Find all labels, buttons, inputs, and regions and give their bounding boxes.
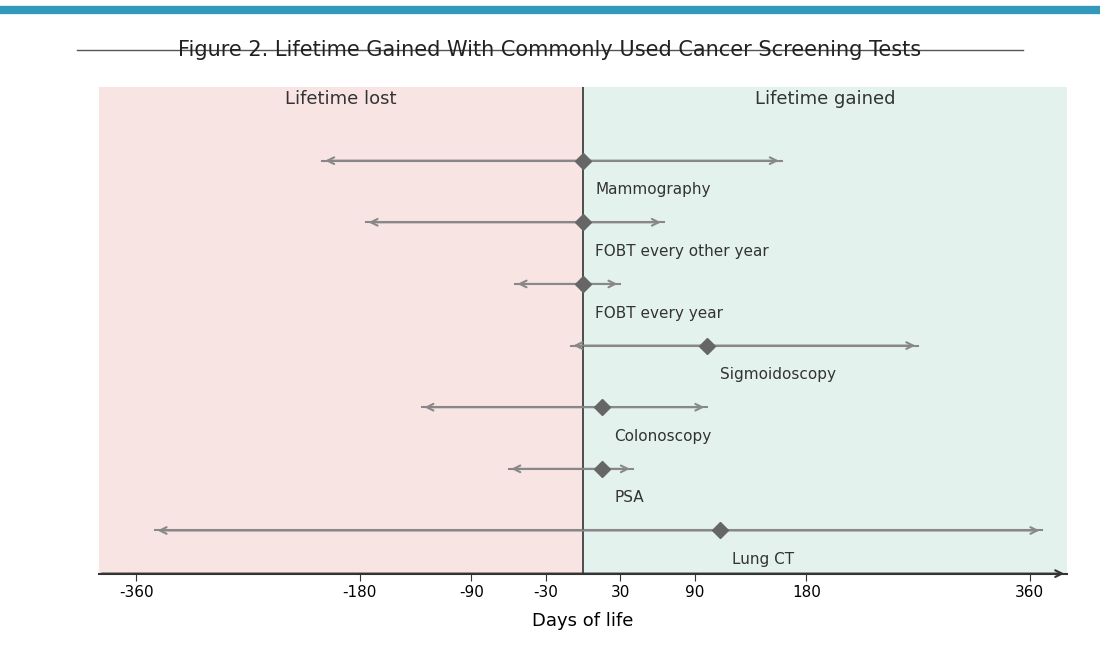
Text: Lifetime gained: Lifetime gained [755, 90, 895, 108]
Text: Lifetime lost: Lifetime lost [285, 90, 397, 108]
Text: PSA: PSA [614, 490, 644, 506]
Text: Sigmoidoscopy: Sigmoidoscopy [719, 367, 836, 382]
Text: Mammography: Mammography [595, 182, 711, 197]
X-axis label: Days of life: Days of life [532, 612, 634, 630]
Bar [99, 87, 583, 574]
Text: Medscape: Medscape [33, 638, 150, 658]
Text: Colonoscopy: Colonoscopy [614, 429, 712, 444]
Text: FOBT every other year: FOBT every other year [595, 244, 769, 259]
Bar [583, 87, 1067, 574]
Text: FOBT every year: FOBT every year [595, 305, 724, 321]
Text: Lung CT: Lung CT [732, 552, 794, 567]
Text: Figure 2. Lifetime Gained With Commonly Used Cancer Screening Tests: Figure 2. Lifetime Gained With Commonly … [178, 40, 922, 60]
